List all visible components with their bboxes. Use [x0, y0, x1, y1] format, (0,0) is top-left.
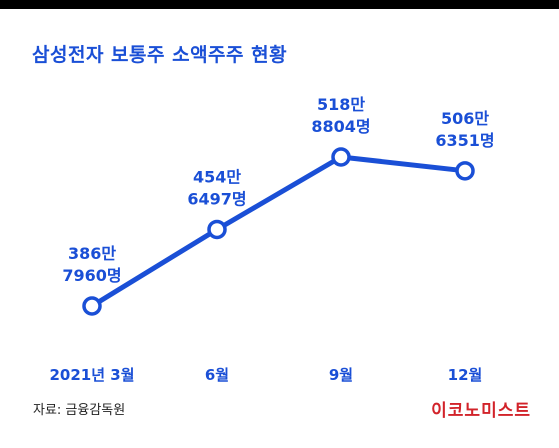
data-label: 6351명	[435, 131, 494, 150]
brand-logo: 이코노미스트	[431, 401, 531, 421]
data-point	[82, 296, 102, 316]
x-tick-label: 2021년 3월	[49, 366, 134, 384]
series-line	[89, 154, 468, 309]
data-label: 506만	[441, 109, 489, 128]
data-point	[331, 147, 351, 167]
data-label: 518만	[317, 95, 365, 114]
chart-title: 삼성전자 보통주 소액주주 현황	[32, 44, 288, 66]
x-tick-label: 12월	[448, 366, 483, 384]
data-label: 386만	[68, 244, 116, 263]
data-label: 7960명	[62, 266, 121, 285]
x-tick-label: 6월	[205, 366, 229, 384]
top-bar	[0, 0, 559, 9]
data-label: 454만	[193, 167, 241, 186]
x-tick-label: 9월	[329, 366, 353, 384]
data-label: 8804명	[311, 117, 370, 136]
data-point	[455, 161, 475, 181]
source-note: 자료: 금융감독원	[33, 403, 126, 418]
data-label: 6497명	[187, 189, 246, 208]
data-point	[207, 219, 227, 240]
